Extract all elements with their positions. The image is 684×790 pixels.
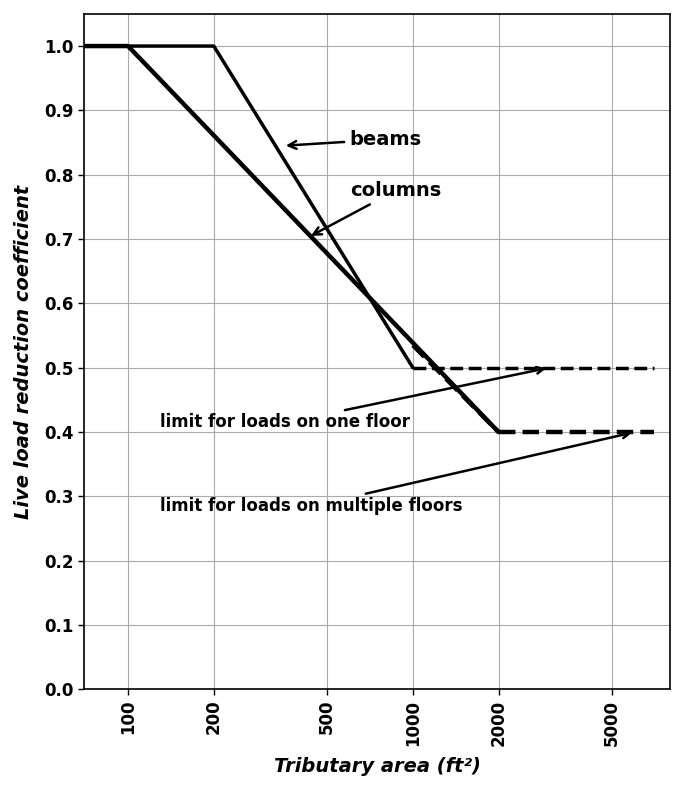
Y-axis label: Live load reduction coefficient: Live load reduction coefficient [14, 185, 33, 519]
Text: columns: columns [313, 182, 441, 235]
X-axis label: Tributary area (ft²): Tributary area (ft²) [274, 757, 480, 776]
Text: limit for loads on multiple floors: limit for loads on multiple floors [161, 431, 629, 515]
Text: limit for loads on one floor: limit for loads on one floor [161, 367, 543, 431]
Text: beams: beams [289, 130, 422, 149]
